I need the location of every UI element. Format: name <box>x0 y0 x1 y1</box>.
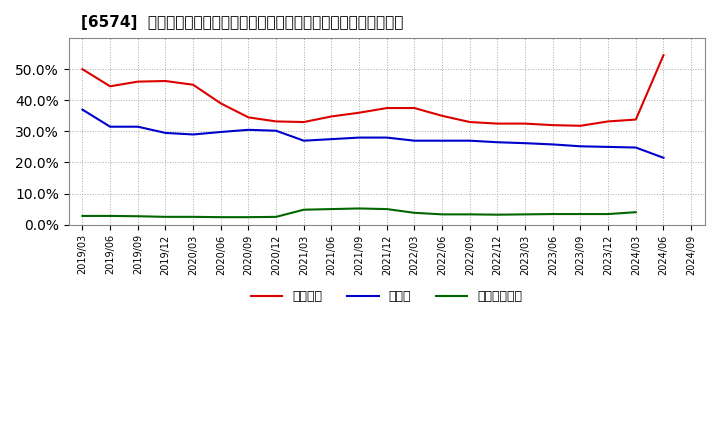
のれん <box>382 135 391 140</box>
自己資本 <box>327 114 336 119</box>
繰延税金資産 <box>161 214 170 220</box>
自己資本 <box>466 119 474 125</box>
のれん <box>660 155 668 161</box>
自己資本 <box>189 82 197 88</box>
自己資本 <box>549 122 557 128</box>
のれん <box>493 139 502 145</box>
のれん <box>521 140 529 146</box>
のれん <box>631 145 640 150</box>
繰延税金資産 <box>327 206 336 212</box>
のれん <box>133 124 142 129</box>
自己資本 <box>410 106 419 111</box>
のれん <box>466 138 474 143</box>
自己資本 <box>660 52 668 58</box>
自己資本 <box>493 121 502 126</box>
のれん <box>438 138 446 143</box>
繰延税金資産 <box>549 211 557 216</box>
のれん <box>327 136 336 142</box>
繰延税金資産 <box>521 212 529 217</box>
のれん <box>576 143 585 149</box>
のれん <box>604 144 613 150</box>
のれん <box>355 135 364 140</box>
自己資本 <box>78 66 86 72</box>
自己資本 <box>382 106 391 111</box>
繰延税金資産 <box>244 215 253 220</box>
繰延税金資産 <box>576 211 585 216</box>
Text: [6574]  自己資本、のれん、繰延税金資産の総資産に対する比率の推移: [6574] 自己資本、のれん、繰延税金資産の総資産に対する比率の推移 <box>81 15 404 30</box>
自己資本 <box>355 110 364 115</box>
自己資本 <box>161 78 170 84</box>
繰延税金資産 <box>631 209 640 215</box>
Legend: 自己資本, のれん, 繰延税金資産: 自己資本, のれん, 繰延税金資産 <box>246 285 528 308</box>
自己資本 <box>271 119 280 124</box>
繰延税金資産 <box>271 214 280 220</box>
自己資本 <box>106 84 114 89</box>
のれん <box>217 129 225 135</box>
自己資本 <box>631 117 640 122</box>
自己資本 <box>300 119 308 125</box>
のれん <box>271 128 280 133</box>
繰延税金資産 <box>438 212 446 217</box>
繰延税金資産 <box>410 210 419 216</box>
のれん <box>300 138 308 143</box>
のれん <box>189 132 197 137</box>
のれん <box>244 127 253 132</box>
自己資本 <box>521 121 529 126</box>
のれん <box>549 142 557 147</box>
Line: 繰延税金資産: 繰延税金資産 <box>82 209 636 217</box>
Line: のれん: のれん <box>82 110 664 158</box>
繰延税金資産 <box>355 206 364 211</box>
自己資本 <box>217 101 225 106</box>
繰延税金資産 <box>217 215 225 220</box>
繰延税金資産 <box>106 213 114 219</box>
Line: 自己資本: 自己資本 <box>82 55 664 126</box>
繰延税金資産 <box>78 213 86 219</box>
のれん <box>161 130 170 136</box>
自己資本 <box>438 113 446 118</box>
繰延税金資産 <box>189 214 197 220</box>
のれん <box>106 124 114 129</box>
自己資本 <box>604 119 613 124</box>
繰延税金資産 <box>133 213 142 219</box>
繰延税金資産 <box>493 212 502 217</box>
自己資本 <box>133 79 142 84</box>
のれん <box>78 107 86 112</box>
自己資本 <box>244 115 253 120</box>
繰延税金資産 <box>604 211 613 216</box>
自己資本 <box>576 123 585 128</box>
繰延税金資産 <box>466 212 474 217</box>
繰延税金資産 <box>382 206 391 212</box>
繰延税金資産 <box>300 207 308 213</box>
のれん <box>410 138 419 143</box>
